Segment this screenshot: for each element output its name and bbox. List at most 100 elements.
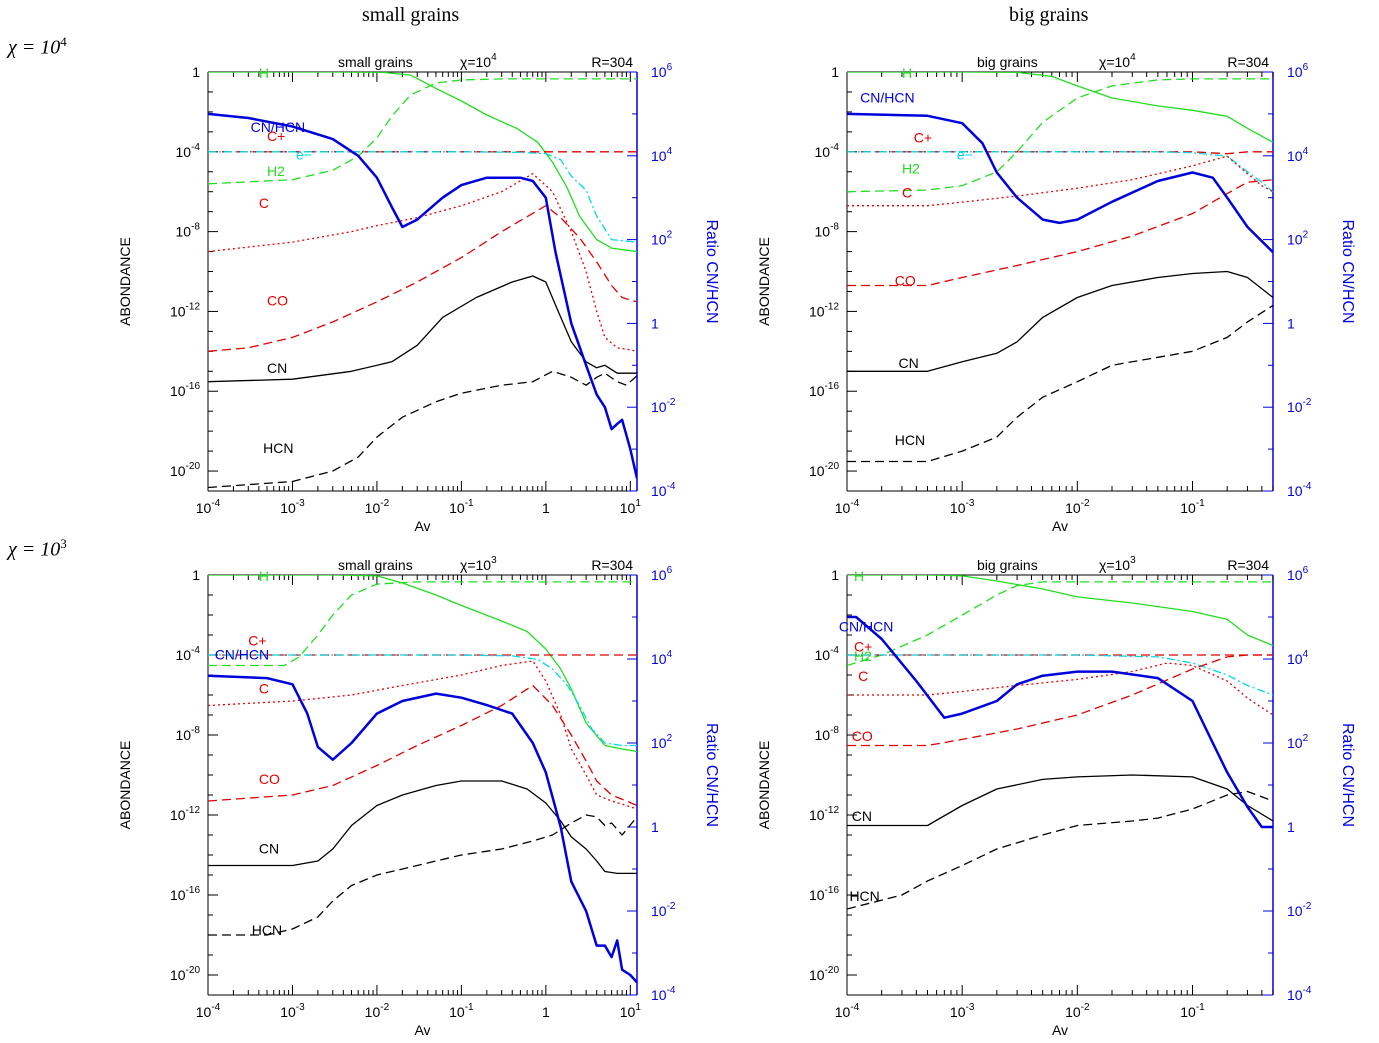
series-group	[208, 575, 637, 984]
x-tick-label: 10-1	[1180, 1002, 1205, 1020]
series-h2	[208, 581, 637, 667]
x-tick-label: 10-4	[196, 498, 221, 516]
x-tick-label: 10-2	[1065, 1002, 1090, 1020]
y2-tick-label: 104	[651, 649, 673, 667]
x-axis-label: Av	[1052, 518, 1068, 534]
y2-tick-label: 10-2	[651, 901, 676, 919]
series-co	[208, 205, 637, 352]
series-h	[847, 575, 1273, 647]
y2-tick-label: 10-2	[651, 397, 676, 415]
series-cn	[847, 270, 1273, 372]
panel-chi-label: χ=103	[1099, 555, 1136, 573]
x-tick-label: 1	[542, 1004, 550, 1020]
series-hcn	[208, 814, 637, 936]
y2-tick-label: 104	[651, 146, 673, 164]
y2-tick-label: 106	[651, 565, 673, 583]
series-h2	[208, 78, 637, 185]
series-e-	[847, 151, 1273, 193]
series-group	[208, 72, 637, 489]
y-tick-label: 10-12	[809, 805, 839, 823]
series-e-	[208, 654, 637, 747]
curve-label: H2	[902, 161, 920, 177]
series-cn-hcn	[208, 674, 637, 984]
y2-axis-label: Ratio CN/HCN	[1339, 723, 1356, 827]
y-axis-label: ABONDANCE	[117, 741, 133, 830]
y2-tick-label: 102	[651, 733, 673, 751]
curve-label: C+	[914, 129, 932, 145]
series-e-	[847, 654, 1273, 696]
row-label-exponent: 3	[60, 536, 67, 551]
curve-label: C+	[248, 632, 266, 648]
series-cn	[208, 780, 637, 875]
y-tick-label: 10-8	[176, 222, 201, 240]
row-label-chi-1e3: χ = 103	[8, 536, 67, 562]
chart-panel-4: 10-4 10-3 10-2 10-1 1 10-4 10-8 10-12 10-16 10-20…	[756, 555, 1356, 1038]
x-tick-label: 10-3	[950, 498, 975, 516]
y2-tick-label: 104	[1287, 146, 1309, 164]
y2-tick-label: 102	[651, 230, 673, 248]
curve-label: CN	[852, 808, 872, 824]
series-h	[847, 72, 1273, 143]
col-title-big-grains: big grains	[1009, 4, 1089, 26]
y-axis-label: ABONDANCE	[756, 237, 772, 326]
curve-label: CN	[267, 360, 287, 376]
panel-chi-label: χ=104	[1099, 52, 1136, 70]
panel-r-label: R=304	[591, 557, 633, 573]
panel-title: small grains	[338, 54, 413, 70]
curve-label: C+	[854, 638, 872, 654]
series-hcn	[847, 304, 1273, 463]
y-tick-label: 10-16	[809, 885, 839, 903]
y-tick-label: 10-4	[176, 645, 201, 663]
series-cn-hcn	[208, 112, 637, 479]
curve-label: H	[902, 65, 912, 81]
series-co	[208, 684, 637, 807]
y2-tick-label: 10-4	[1287, 481, 1312, 499]
x-tick-label: 10-4	[196, 1002, 221, 1020]
series-c	[847, 662, 1273, 716]
y2-tick-label: 10-4	[1287, 985, 1312, 1003]
y2-tick-label: 106	[1287, 62, 1309, 80]
series-group	[847, 72, 1273, 463]
y2-tick-label: 106	[1287, 565, 1309, 583]
y2-tick-label: 10-2	[1287, 901, 1312, 919]
x-tick-label: 10-2	[365, 1002, 390, 1020]
col-title-small-grains: small grains	[362, 4, 460, 26]
series-cn	[847, 774, 1273, 827]
y2-axis-label: Ratio CN/HCN	[703, 723, 720, 827]
y-tick-label: 10-12	[170, 301, 200, 319]
x-tick-label: 10-4	[835, 1002, 860, 1020]
panel-title: big grains	[977, 557, 1038, 573]
y-tick-label: 10-12	[170, 805, 200, 823]
x-tick-label: 10-1	[1180, 498, 1205, 516]
y2-tick-label: 106	[651, 62, 673, 80]
curve-label: CO	[259, 771, 280, 787]
y2-tick-label: 102	[1287, 230, 1309, 248]
curve-label: CO	[895, 272, 916, 288]
x-tick-label: 10-2	[1065, 498, 1090, 516]
series-group	[847, 575, 1273, 910]
series-co	[847, 654, 1273, 747]
y-tick-label: 10-4	[176, 142, 201, 160]
curve-label: C+	[267, 128, 285, 144]
series-co	[847, 179, 1273, 287]
x-tick-label: 10-3	[280, 498, 305, 516]
x-tick-label: 1	[542, 500, 550, 516]
curve-label: e−	[296, 147, 312, 163]
y-tick-label: 10-16	[170, 381, 200, 399]
curve-label: CN	[259, 840, 279, 856]
y-tick-label: 10-8	[815, 222, 840, 240]
y2-axis-label: Ratio CN/HCN	[1339, 219, 1356, 323]
x-axis-label: Av	[414, 518, 430, 534]
panel-title: small grains	[338, 557, 413, 573]
panel-r-label: R=304	[1227, 557, 1269, 573]
panel-r-label: R=304	[1227, 54, 1269, 70]
y2-tick-label: 102	[1287, 733, 1309, 751]
y-tick-label: 10-8	[176, 725, 201, 743]
series-hcn	[847, 790, 1273, 910]
curve-label: CN	[898, 355, 918, 371]
y-tick-label: 1	[192, 567, 200, 583]
series-cn-hcn	[847, 615, 1273, 829]
y-tick-label: 10-16	[170, 885, 200, 903]
x-axis-label: Av	[414, 1022, 430, 1038]
curve-label: H	[259, 65, 269, 81]
